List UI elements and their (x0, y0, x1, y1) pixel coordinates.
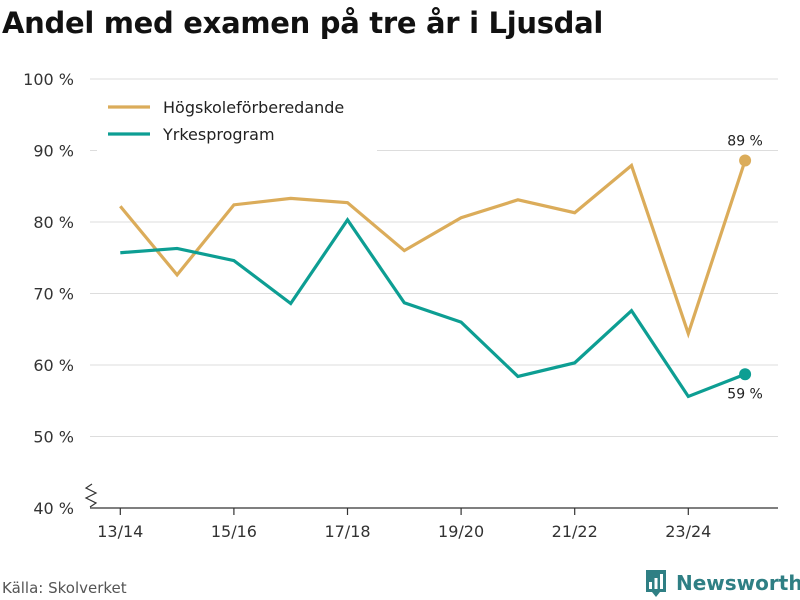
series-end-label: 89 % (727, 134, 763, 150)
series-line (119, 160, 747, 339)
series-lines: 89 % 59 % (119, 134, 763, 402)
legend-label: Högskoleförberedande (163, 98, 344, 117)
brand-logo: Newsworthy (644, 568, 800, 598)
y-tick-label: 50 % (33, 428, 74, 447)
series-end-label: 59 % (727, 386, 763, 402)
y-tick-label: 70 % (33, 285, 74, 304)
legend: Högskoleförberedande Yrkesprogram (97, 94, 377, 152)
chart-title: Andel med examen på tre år i Ljusdal (2, 6, 604, 40)
x-axis: 13/14 15/16 17/18 19/20 21/22 23/24 (90, 507, 778, 541)
grid-lines (90, 78, 778, 437)
series-end-marker (739, 154, 752, 167)
x-tick-label: 17/18 (324, 522, 370, 541)
legend-label: Yrkesprogram (162, 125, 275, 144)
brand-name: Newsworthy (676, 571, 800, 595)
x-tick-label: 13/14 (97, 522, 143, 541)
legend-background (97, 94, 377, 152)
newsworthy-logo-icon (646, 570, 666, 597)
x-tick-label: 21/22 (552, 522, 598, 541)
y-tick-label: 60 % (33, 356, 74, 375)
x-tick-label: 23/24 (665, 522, 711, 541)
y-tick-label: 90 % (33, 142, 74, 161)
y-tick-label: 100 % (23, 70, 74, 89)
series-end-marker (739, 368, 752, 381)
x-tick-label: 19/20 (438, 522, 484, 541)
y-tick-label: 40 % (33, 499, 74, 518)
x-tick-label: 15/16 (211, 522, 257, 541)
series-line (120, 217, 746, 399)
source-note: Källa: Skolverket (2, 579, 127, 597)
y-axis: 40 % 50 % 60 % 70 % 80 % 90 % 100 % (23, 70, 98, 518)
y-tick-label: 80 % (33, 213, 74, 232)
axis-break-mark (84, 483, 98, 508)
